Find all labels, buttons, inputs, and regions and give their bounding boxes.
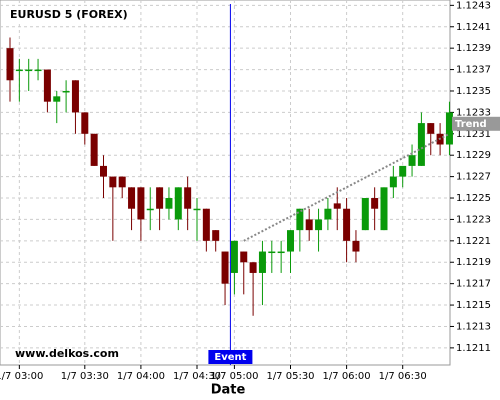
candle-body (43, 69, 51, 102)
y-tick-label: 1.1233 (456, 107, 491, 118)
candle-body (277, 251, 285, 254)
x-tick-label: 1/7 05:30 (266, 371, 314, 382)
title-bg (6, 6, 121, 24)
candle-body (427, 123, 435, 134)
candle-body (137, 187, 145, 220)
event-label-bg (208, 350, 253, 364)
event-label: Event (214, 352, 246, 363)
x-tick-label: 1/7 06:00 (323, 371, 371, 382)
y-tick-label: 1.1211 (456, 343, 491, 354)
candle-body (380, 187, 388, 231)
candle-body (315, 219, 323, 231)
candle-body (15, 69, 23, 72)
candle-body (81, 112, 89, 134)
y-tick-label: 1.1217 (456, 279, 491, 290)
candle-body (296, 208, 304, 231)
y-tick-label: 1.1221 (456, 236, 491, 247)
candle-body (287, 230, 294, 252)
candle-body (100, 165, 107, 177)
x-tick-label: 1/7 04:30 (173, 371, 221, 382)
x-tick-label: 1/7 06:30 (379, 371, 427, 382)
y-tick-label: 1.1243 (456, 0, 491, 11)
candle-body (352, 240, 360, 252)
y-tick-label: 1.1237 (456, 65, 491, 76)
trend-label-bg (452, 116, 500, 131)
y-tick-label: 1.1235 (456, 86, 491, 97)
x-tick-label: 1/7 03:00 (0, 371, 43, 382)
x-tick-label: 1/7 03:30 (61, 371, 109, 382)
candle-body (445, 112, 453, 145)
y-tick-label: 1.1215 (456, 300, 491, 311)
candle-body (268, 251, 276, 254)
y-tick-label: 1.1231 (456, 129, 491, 140)
candle-body (90, 133, 98, 166)
plot-area (0, 0, 451, 366)
y-tick-label: 1.1229 (456, 150, 491, 161)
watermark: www.delkos.com (15, 347, 119, 360)
candle-body (371, 198, 379, 209)
candle-body (62, 90, 70, 93)
y-tick-label: 1.1241 (456, 22, 491, 33)
candle-body (6, 48, 14, 81)
x-tick-label: 1/7 04:00 (117, 371, 165, 382)
x-tick-label: 1/7 05:00 (210, 371, 258, 382)
candle-body (258, 251, 266, 273)
x-axis-title: Date (211, 383, 246, 398)
candle-body (399, 165, 407, 177)
y-tick-label: 1.1239 (456, 43, 491, 54)
trend-line (243, 132, 450, 242)
candle-body (212, 230, 220, 241)
candle-body (202, 208, 210, 241)
y-tick-label: 1.1213 (456, 321, 491, 332)
candle-body (128, 187, 136, 209)
candle-body (408, 155, 416, 166)
y-tick-label: 1.1223 (456, 214, 491, 225)
candle-body (333, 203, 341, 209)
candle-body (240, 251, 248, 263)
candle-body (221, 251, 229, 284)
chart-title: EURUSD 5 (FOREX) (10, 8, 128, 21)
candle-body (249, 262, 257, 273)
candle-body (71, 80, 79, 113)
candle-body (389, 176, 397, 188)
y-tick-label: 1.1219 (456, 257, 491, 268)
candle-body (109, 176, 117, 188)
candle-body (53, 96, 61, 102)
candle-body (165, 198, 173, 209)
candle-body (193, 208, 201, 211)
candle-body (174, 187, 182, 220)
candle-body (156, 187, 164, 209)
candle-body (417, 123, 425, 166)
candle-body (34, 69, 42, 72)
y-tick-label: 1.1227 (456, 172, 491, 183)
candle-body (324, 208, 332, 220)
trend-label: Trend (455, 119, 487, 130)
candle-body (118, 176, 126, 188)
candle-body (305, 219, 313, 231)
candle-body (343, 208, 351, 241)
candle-body (361, 198, 369, 231)
candle-body (230, 240, 238, 273)
candle-body (146, 208, 154, 211)
candle-body (184, 187, 192, 209)
candle-body (25, 69, 33, 72)
y-tick-label: 1.1225 (456, 193, 491, 204)
